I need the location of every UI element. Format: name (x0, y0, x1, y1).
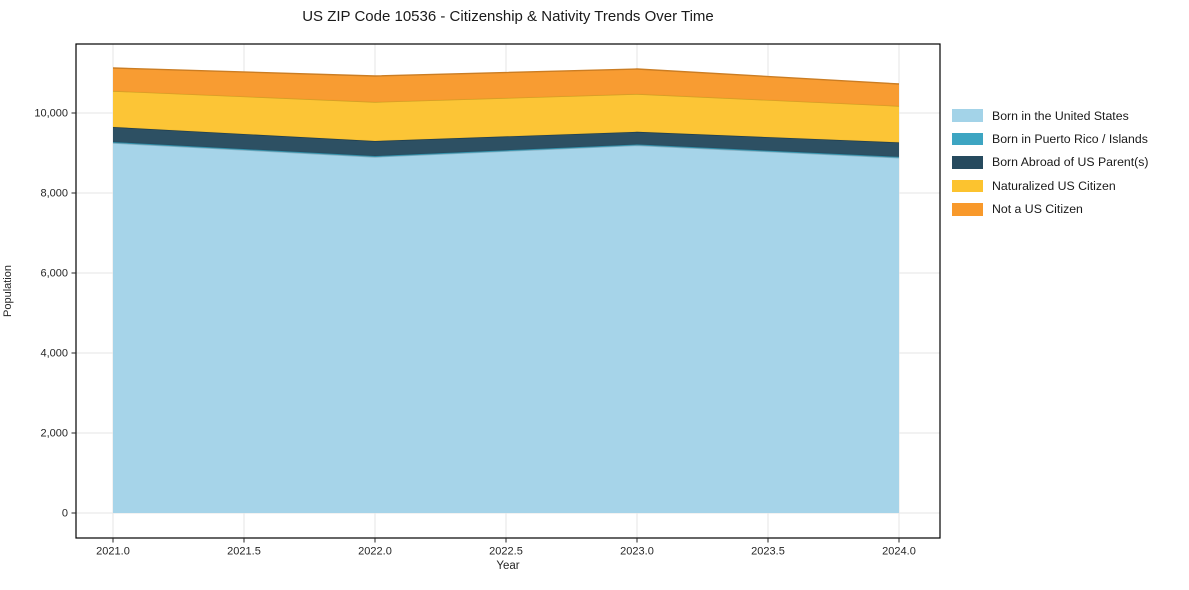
area-edge (112, 67, 900, 85)
legend-label: Born in Puerto Rico / Islands (992, 132, 1148, 147)
area-naturalized-us-citizen (113, 91, 899, 143)
legend-label: Born Abroad of US Parent(s) (992, 155, 1149, 170)
legend-swatch (952, 132, 983, 146)
area-not-a-us-citizen (113, 68, 899, 106)
legend: Born in the United States Born in Puerto … (952, 104, 1149, 221)
area-born-abroad-of-us-parent-s- (113, 127, 899, 157)
legend-swatch (952, 109, 983, 122)
axes-frame (75, 43, 941, 539)
x-tick-label: 2022.0 (358, 546, 392, 558)
x-tick-label: 2022.5 (489, 546, 523, 558)
y-tick-label: 0 (62, 508, 68, 520)
legend-label: Naturalized US Citizen (992, 178, 1116, 193)
y-tick-label: 8,000 (40, 188, 68, 200)
y-tick-label: 6,000 (40, 268, 68, 280)
legend-item: Not a US Citizen (952, 198, 1149, 221)
x-tick-label: 2021.0 (96, 546, 130, 558)
y-tick-label: 4,000 (40, 348, 68, 360)
legend-item: Naturalized US Citizen (952, 174, 1149, 197)
y-tick-label: 10,000 (34, 108, 68, 120)
area-born-in-the-united-states (113, 143, 899, 513)
x-tick-label: 2024.0 (882, 546, 916, 558)
x-tick-label: 2023.0 (620, 546, 654, 558)
legend-swatch (952, 156, 983, 169)
legend-swatch (952, 179, 983, 193)
y-tick-label: 2,000 (40, 428, 68, 440)
x-tick-label: 2021.5 (227, 546, 261, 558)
x-axis-label: Year (496, 560, 520, 572)
legend-item: Born in Puerto Rico / Islands (952, 127, 1149, 150)
legend-item: Born in the United States (952, 104, 1149, 127)
y-axis-label: Population (2, 265, 14, 317)
legend-label: Not a US Citizen (992, 202, 1083, 217)
legend-item: Born Abroad of US Parent(s) (952, 151, 1149, 174)
chart-title: US ZIP Code 10536 - Citizenship & Nativi… (302, 8, 714, 25)
legend-swatch (952, 203, 983, 216)
x-tick-label: 2023.5 (751, 546, 785, 558)
legend-label: Born in the United States (992, 108, 1129, 123)
